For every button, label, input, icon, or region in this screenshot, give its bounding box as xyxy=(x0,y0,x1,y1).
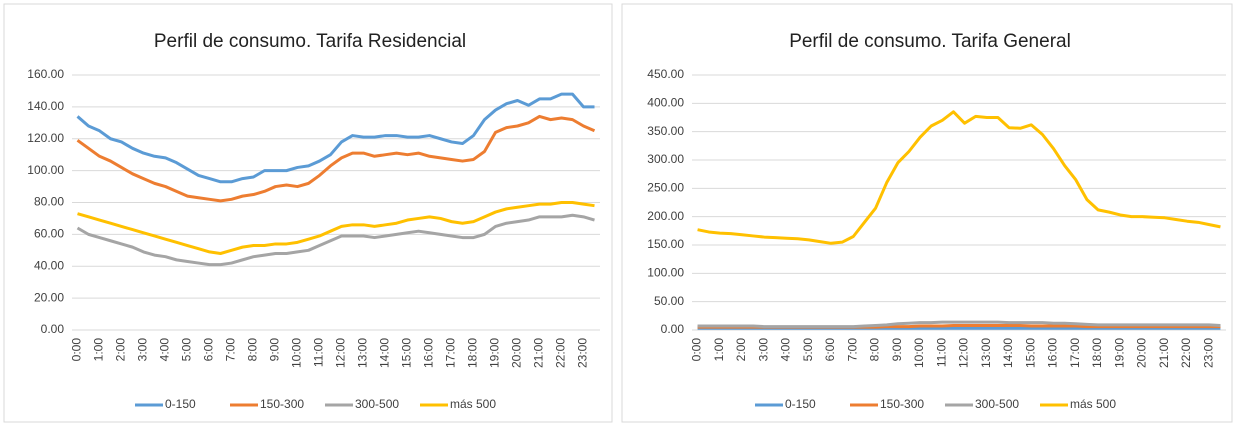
x-tick-label: 3:00 xyxy=(756,338,770,362)
y-tick-label: 250.00 xyxy=(647,181,684,195)
x-tick-label: 1:00 xyxy=(712,338,726,362)
x-tick-label: 19:00 xyxy=(488,338,502,368)
x-tick-label: 8:00 xyxy=(246,338,260,362)
x-tick-label: 6:00 xyxy=(202,338,216,362)
y-tick-label: 350.00 xyxy=(647,124,684,138)
series-line xyxy=(76,213,595,267)
series-line xyxy=(697,320,1221,329)
x-tick-label: 19:00 xyxy=(1112,338,1126,368)
series-line xyxy=(77,201,595,255)
x-tick-label: 23:00 xyxy=(576,338,590,368)
y-tick-label: 20.00 xyxy=(34,290,64,304)
y-tick-label: 150.00 xyxy=(647,237,684,251)
x-tick-label: 12:00 xyxy=(957,338,971,368)
legend-label: 0-150 xyxy=(165,397,196,411)
x-tick-label: 21:00 xyxy=(532,338,546,368)
y-tick-label: 200.00 xyxy=(647,209,684,223)
y-tick-label: 300.00 xyxy=(647,152,684,166)
x-tick-label: 4:00 xyxy=(779,338,793,362)
x-tick-label: 2:00 xyxy=(114,338,128,362)
chart-title: Perfil de consumo. Tarifa General xyxy=(789,31,1071,52)
x-tick-label: 0:00 xyxy=(70,338,84,362)
x-tick-label: 20:00 xyxy=(1135,338,1149,368)
x-tick-label: 11:00 xyxy=(312,338,326,367)
y-tick-label: 0.00 xyxy=(41,322,65,336)
y-tick-label: 80.00 xyxy=(34,195,64,209)
y-tick-label: 140.00 xyxy=(27,99,64,113)
panel xyxy=(3,3,613,423)
series-line xyxy=(76,92,595,184)
x-tick-label: 14:00 xyxy=(1001,338,1015,368)
x-tick-label: 9:00 xyxy=(268,338,282,362)
x-tick-label: 7:00 xyxy=(845,338,859,362)
x-tick-label: 18:00 xyxy=(1090,338,1104,368)
y-tick-label: 100.00 xyxy=(647,266,684,280)
x-tick-label: 6:00 xyxy=(823,338,837,362)
x-tick-label: 5:00 xyxy=(801,338,815,362)
x-tick-label: 7:00 xyxy=(224,338,238,362)
x-tick-label: 10:00 xyxy=(290,338,304,368)
x-tick-label: 17:00 xyxy=(444,338,458,368)
panel xyxy=(621,3,1233,423)
y-tick-label: 40.00 xyxy=(34,258,64,272)
series-line xyxy=(76,114,596,203)
x-tick-label: 21:00 xyxy=(1157,338,1171,368)
x-tick-label: 8:00 xyxy=(868,338,882,362)
series-line xyxy=(697,110,1221,245)
y-tick-label: 400.00 xyxy=(647,96,684,110)
x-tick-label: 16:00 xyxy=(422,338,436,368)
legend-label: 150-300 xyxy=(260,397,304,411)
x-tick-label: 15:00 xyxy=(400,338,414,368)
x-tick-label: 23:00 xyxy=(1201,338,1215,368)
x-tick-label: 4:00 xyxy=(158,338,172,362)
legend-label: 300-500 xyxy=(975,397,1019,411)
x-tick-label: 9:00 xyxy=(890,338,904,362)
x-tick-label: 15:00 xyxy=(1023,338,1037,368)
x-tick-label: 18:00 xyxy=(466,338,480,368)
y-tick-label: 120.00 xyxy=(27,131,64,145)
y-tick-label: 60.00 xyxy=(34,227,64,241)
x-tick-label: 3:00 xyxy=(136,338,150,362)
x-tick-label: 5:00 xyxy=(180,338,194,362)
chart-title: Perfil de consumo. Tarifa Residencial xyxy=(154,31,466,52)
legend-label: 150-300 xyxy=(880,397,924,411)
y-tick-label: 100.00 xyxy=(27,163,64,177)
y-tick-label: 50.00 xyxy=(654,294,684,308)
x-tick-label: 10:00 xyxy=(912,338,926,368)
y-tick-label: 0.00 xyxy=(661,322,685,336)
y-tick-label: 450.00 xyxy=(647,67,684,81)
x-tick-label: 12:00 xyxy=(334,338,348,368)
x-tick-label: 13:00 xyxy=(979,338,993,368)
x-tick-label: 20:00 xyxy=(510,338,524,368)
legend-label: 0-150 xyxy=(785,397,816,411)
legend-label: más 500 xyxy=(1070,397,1116,411)
legend-label: 300-500 xyxy=(355,397,399,411)
x-tick-label: 13:00 xyxy=(356,338,370,368)
x-tick-label: 1:00 xyxy=(92,338,106,362)
x-tick-label: 2:00 xyxy=(734,338,748,362)
x-tick-label: 17:00 xyxy=(1068,338,1082,368)
x-tick-label: 16:00 xyxy=(1046,338,1060,368)
legend-label: más 500 xyxy=(450,397,496,411)
y-tick-label: 160.00 xyxy=(27,67,64,81)
x-tick-label: 14:00 xyxy=(378,338,392,368)
x-tick-label: 11:00 xyxy=(934,338,948,367)
x-tick-label: 0:00 xyxy=(690,338,704,362)
x-tick-label: 22:00 xyxy=(554,338,568,368)
x-tick-label: 22:00 xyxy=(1179,338,1193,368)
